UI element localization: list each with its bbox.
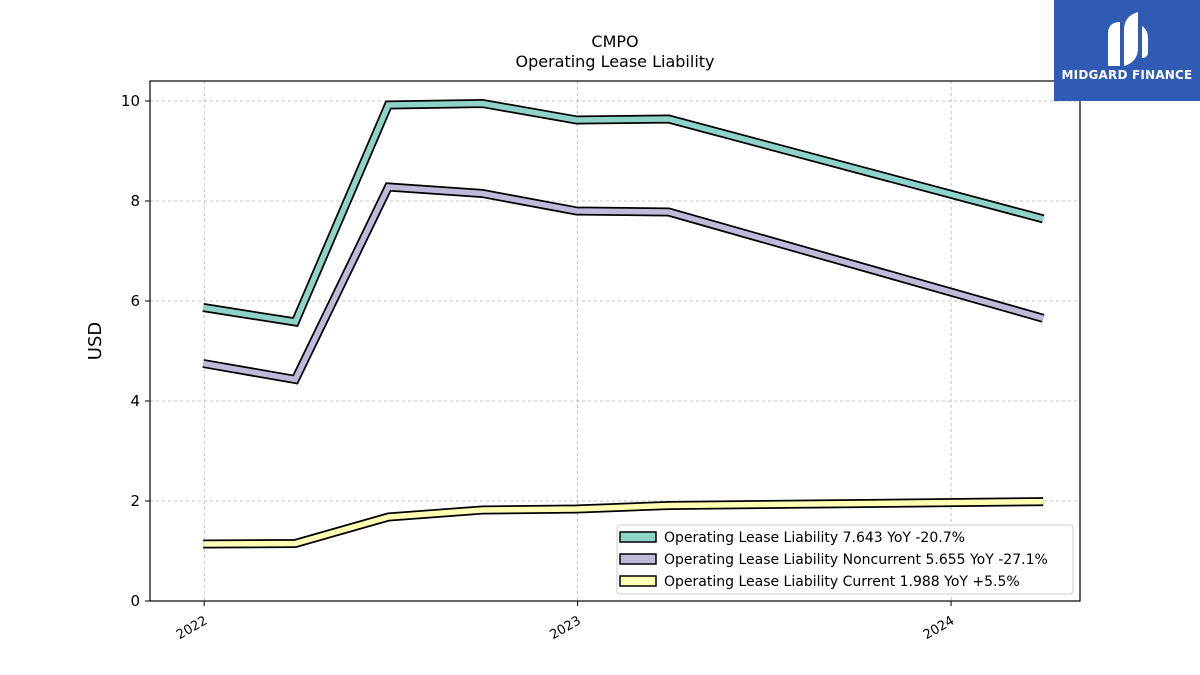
legend-label-2: Operating Lease Liability Noncurrent 5.6… xyxy=(664,552,1048,568)
logo-text: MIDGARD FINANCE xyxy=(1061,68,1193,82)
y-axis-ticks: 0 2 4 6 8 10 xyxy=(121,92,150,610)
x-axis-ticks: 2022 2023 2024 xyxy=(174,601,957,643)
midgard-finance-logo: MIDGARD FINANCE xyxy=(1054,0,1200,101)
series-line-1 xyxy=(202,100,1044,326)
legend: Operating Lease Liability 7.643 YoY -20.… xyxy=(616,524,1074,595)
chart-subtitle: Operating Lease Liability xyxy=(515,52,714,71)
legend-label-3: Operating Lease Liability Current 1.988 … xyxy=(664,574,1020,590)
logo-mark-icon xyxy=(1108,12,1148,66)
series-lines xyxy=(202,98,1045,549)
series-line-3 xyxy=(203,498,1044,547)
series-line-2 xyxy=(202,184,1044,383)
y-tick-label: 0 xyxy=(130,592,140,610)
y-axis-label: USD xyxy=(85,322,106,360)
y-tick-label: 10 xyxy=(121,92,140,110)
x-tick-label: 2023 xyxy=(547,613,583,643)
grid-lines xyxy=(150,81,1080,602)
plot-frame xyxy=(149,80,1081,602)
x-tick-label: 2022 xyxy=(174,613,210,643)
y-tick-label: 4 xyxy=(130,392,140,410)
legend-swatch-3 xyxy=(619,575,657,587)
chart-title: CMPO xyxy=(591,32,638,51)
legend-swatch-1 xyxy=(619,531,657,543)
y-tick-label: 2 xyxy=(130,492,140,510)
legend-swatch-2 xyxy=(619,553,657,565)
y-tick-label: 8 xyxy=(130,192,140,210)
x-tick-label: 2024 xyxy=(921,613,957,643)
y-tick-label: 6 xyxy=(130,292,140,310)
legend-box xyxy=(616,524,1074,595)
legend-label-1: Operating Lease Liability 7.643 YoY -20.… xyxy=(664,530,965,546)
